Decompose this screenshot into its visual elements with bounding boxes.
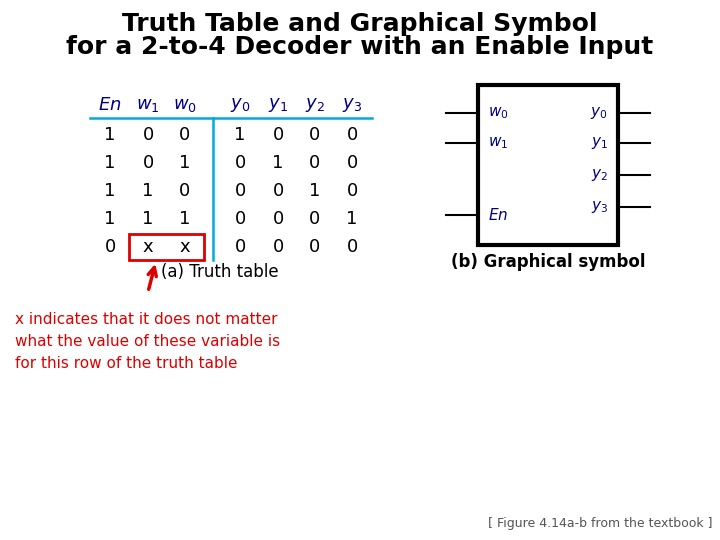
Text: 0: 0	[310, 210, 320, 228]
Text: 1: 1	[310, 182, 320, 200]
Text: $y_2$: $y_2$	[591, 167, 608, 183]
Text: 1: 1	[143, 182, 153, 200]
Text: (a) Truth table: (a) Truth table	[161, 263, 279, 281]
Text: 0: 0	[143, 126, 153, 144]
Text: 0: 0	[346, 126, 358, 144]
Text: $En$: $En$	[488, 207, 508, 223]
Text: 1: 1	[143, 210, 153, 228]
Text: 1: 1	[104, 182, 116, 200]
Text: $y_0$: $y_0$	[590, 105, 608, 121]
Text: 0: 0	[310, 154, 320, 172]
Text: 0: 0	[272, 126, 284, 144]
Text: $y_1$: $y_1$	[268, 96, 288, 114]
Text: $y_3$: $y_3$	[342, 96, 362, 114]
Text: 0: 0	[310, 126, 320, 144]
Text: 1: 1	[234, 126, 246, 144]
Text: 0: 0	[272, 238, 284, 256]
Text: 0: 0	[310, 238, 320, 256]
Text: 0: 0	[235, 210, 246, 228]
Text: 0: 0	[272, 210, 284, 228]
Text: x: x	[180, 238, 190, 256]
Text: x indicates that it does not matter
what the value of these variable is
for this: x indicates that it does not matter what…	[15, 312, 280, 372]
Text: Truth Table and Graphical Symbol: Truth Table and Graphical Symbol	[122, 12, 598, 36]
Text: $w_0$: $w_0$	[173, 96, 197, 114]
Text: 1: 1	[272, 154, 284, 172]
Bar	[478, 85, 618, 245]
Text: $w_1$: $w_1$	[136, 96, 160, 114]
Text: 0: 0	[104, 238, 116, 256]
Text: $y_3$: $y_3$	[590, 199, 608, 215]
Text: 1: 1	[104, 154, 116, 172]
Text: $w_1$: $w_1$	[488, 135, 508, 151]
Text: 0: 0	[235, 154, 246, 172]
Text: 0: 0	[346, 182, 358, 200]
Text: 0: 0	[346, 238, 358, 256]
Text: (b) Graphical symbol: (b) Graphical symbol	[451, 253, 645, 271]
Text: 1: 1	[346, 210, 358, 228]
Text: x: x	[143, 238, 153, 256]
Bar	[129, 234, 204, 260]
Text: 0: 0	[235, 182, 246, 200]
Text: $y_0$: $y_0$	[230, 96, 250, 114]
Text: 0: 0	[346, 154, 358, 172]
Text: 0: 0	[272, 182, 284, 200]
Text: 0: 0	[179, 182, 191, 200]
Text: [ Figure 4.14a-b from the textbook ]: [ Figure 4.14a-b from the textbook ]	[487, 517, 712, 530]
Text: $y_1$: $y_1$	[591, 135, 608, 151]
Text: 0: 0	[143, 154, 153, 172]
Text: 1: 1	[104, 210, 116, 228]
Text: $y_2$: $y_2$	[305, 96, 325, 114]
Text: for a 2-to-4 Decoder with an Enable Input: for a 2-to-4 Decoder with an Enable Inpu…	[66, 35, 654, 59]
Text: 1: 1	[104, 126, 116, 144]
Text: 0: 0	[179, 126, 191, 144]
Text: 0: 0	[235, 238, 246, 256]
Text: $w_0$: $w_0$	[488, 105, 508, 121]
Text: $En$: $En$	[98, 96, 122, 114]
Text: 1: 1	[179, 210, 191, 228]
Text: 1: 1	[179, 154, 191, 172]
